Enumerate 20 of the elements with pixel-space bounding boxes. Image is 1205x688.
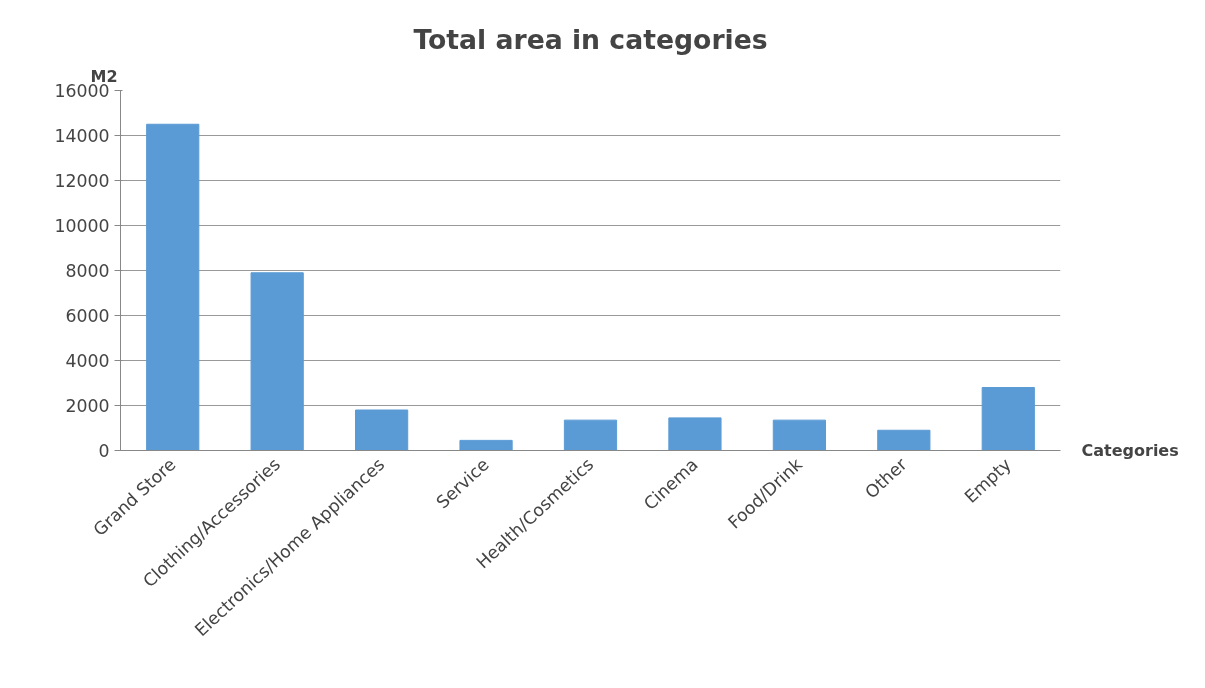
bar	[772, 419, 826, 451]
y-tick-label: 6000	[65, 306, 110, 326]
y-tick-label: 8000	[65, 261, 110, 281]
chart-title: Total area in categories	[413, 23, 768, 55]
y-tick-label: 0	[98, 441, 110, 461]
y-tick-label: 2000	[65, 396, 110, 416]
bar	[877, 429, 931, 451]
y-tick-label: 16000	[54, 81, 110, 101]
y-tick-label: 10000	[54, 216, 110, 236]
bar	[355, 409, 409, 451]
bar	[459, 439, 513, 451]
bar	[981, 387, 1035, 451]
bar	[146, 123, 200, 451]
y-tick-label: 14000	[54, 126, 110, 146]
bar	[668, 417, 722, 451]
y-tick-label: 4000	[65, 351, 110, 371]
x-axis-title: Categories	[1081, 441, 1179, 460]
bar	[250, 272, 304, 451]
bar	[563, 419, 618, 451]
y-tick-label: 12000	[54, 171, 110, 191]
